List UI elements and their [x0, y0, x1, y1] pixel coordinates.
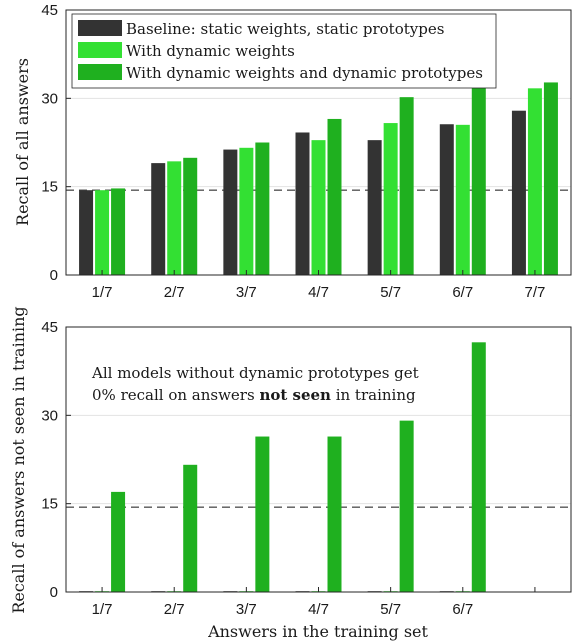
bottom-x-tick-label: 5/7 — [380, 601, 401, 618]
top-bar-dynamic-both — [111, 188, 126, 275]
top-bar-dynamic-both — [183, 157, 198, 275]
top-bar-dynamic-both — [399, 97, 414, 276]
legend-entry-dynamic-both: With dynamic weights and dynamic prototy… — [78, 64, 483, 82]
top-x-ticks: 1/7 2/7 3/7 4/7 5/7 6/7 7/7 — [92, 270, 545, 301]
bottom-bar-dynamic-both — [183, 464, 198, 592]
bottom-bar-dynamic-both — [471, 342, 486, 592]
top-y-tick-label: 15 — [41, 179, 58, 196]
top-bar-baseline — [511, 110, 526, 275]
top-y-ticks: 0 15 30 45 — [41, 2, 71, 284]
top-bar-baseline — [367, 140, 382, 275]
annotation-line-2-bold: not seen — [259, 386, 331, 404]
bottom-x-tick-label: 4/7 — [308, 601, 329, 618]
legend-swatch-baseline — [78, 20, 122, 36]
annotation-line-2-pre: 0% recall on answers — [92, 386, 259, 404]
bottom-y-tick-label: 0 — [50, 584, 58, 601]
bottom-bars — [79, 342, 486, 592]
legend-swatch-dynamic-weights — [78, 42, 122, 58]
legend: Baseline: static weights, static prototy… — [71, 13, 497, 89]
top-x-tick-label: 4/7 — [308, 284, 329, 301]
top-bar-dynamic-both — [327, 118, 342, 275]
top-bar-baseline — [295, 132, 310, 275]
annotation-line-1: All models without dynamic prototypes ge… — [91, 364, 419, 382]
top-bar-dynamic-weights — [167, 161, 182, 275]
top-x-tick-label: 6/7 — [452, 284, 473, 301]
top-x-tick-label: 5/7 — [380, 284, 401, 301]
top-bar-baseline — [79, 190, 94, 275]
bottom-bar-dynamic-both — [399, 420, 414, 592]
top-bar-dynamic-weights — [95, 190, 110, 275]
top-x-tick-label: 7/7 — [524, 284, 545, 301]
top-y-axis-label: Recall of all answers — [13, 58, 32, 226]
bottom-chart: 0 15 30 45 1/7 2/7 3/7 4/7 5/7 6/7 Recall of ans… — [9, 306, 572, 641]
top-bar-dynamic-weights — [383, 123, 398, 275]
top-bar-dynamic-both — [543, 82, 558, 275]
top-y-tick-label: 30 — [41, 90, 58, 107]
annotation-line-2-post: in training — [331, 386, 416, 404]
top-bar-dynamic-weights — [455, 124, 470, 275]
legend-swatch-dynamic-both — [78, 64, 122, 80]
bottom-gridlines — [66, 414, 571, 505]
legend-label-dynamic-both: With dynamic weights and dynamic prototy… — [126, 64, 483, 82]
bottom-y-ticks: 0 15 30 45 — [41, 319, 71, 601]
top-bar-dynamic-weights — [527, 88, 542, 275]
top-bar-dynamic-weights — [239, 147, 254, 275]
bottom-x-tick-label: 3/7 — [236, 601, 257, 618]
top-bar-baseline — [439, 124, 454, 275]
top-bar-dynamic-both — [255, 142, 270, 275]
top-x-tick-label: 2/7 — [164, 284, 185, 301]
bottom-y-axis-label: Recall of answers not seen in training — [9, 306, 28, 613]
top-bar-baseline — [151, 163, 166, 275]
top-bars — [79, 82, 558, 276]
bottom-x-ticks: 1/7 2/7 3/7 4/7 5/7 6/7 — [92, 587, 536, 618]
top-y-tick-label: 0 — [50, 267, 58, 284]
legend-entry-baseline: Baseline: static weights, static prototy… — [78, 20, 444, 38]
bottom-x-tick-label: 6/7 — [452, 601, 473, 618]
annotation-line-2: 0% recall on answers not seen in trainin… — [92, 386, 416, 404]
top-x-tick-label: 3/7 — [236, 284, 257, 301]
bottom-y-tick-label: 45 — [41, 319, 58, 336]
top-bar-baseline — [223, 149, 238, 275]
bottom-bar-dynamic-both — [111, 491, 126, 592]
legend-box — [71, 13, 497, 89]
bottom-x-tick-label: 1/7 — [92, 601, 113, 618]
bottom-y-tick-label: 15 — [41, 496, 58, 513]
legend-entry-dynamic-weights: With dynamic weights — [78, 42, 295, 60]
bottom-x-axis-label: Answers in the training set — [207, 622, 428, 641]
bottom-bar-dynamic-both — [327, 436, 342, 592]
legend-label-dynamic-weights: With dynamic weights — [126, 42, 295, 60]
top-chart: 0 15 30 45 1/7 2/7 3/7 4/7 5/7 6/7 7/7 Recall of … — [13, 2, 572, 301]
top-x-tick-label: 1/7 — [92, 284, 113, 301]
top-bar-dynamic-both — [471, 87, 486, 275]
bottom-y-tick-label: 30 — [41, 407, 58, 424]
top-bar-dynamic-weights — [311, 140, 326, 275]
legend-label-baseline: Baseline: static weights, static prototy… — [126, 20, 444, 38]
bottom-x-tick-label: 2/7 — [164, 601, 185, 618]
top-y-tick-label: 45 — [41, 2, 58, 19]
bottom-bar-dynamic-both — [255, 436, 270, 592]
